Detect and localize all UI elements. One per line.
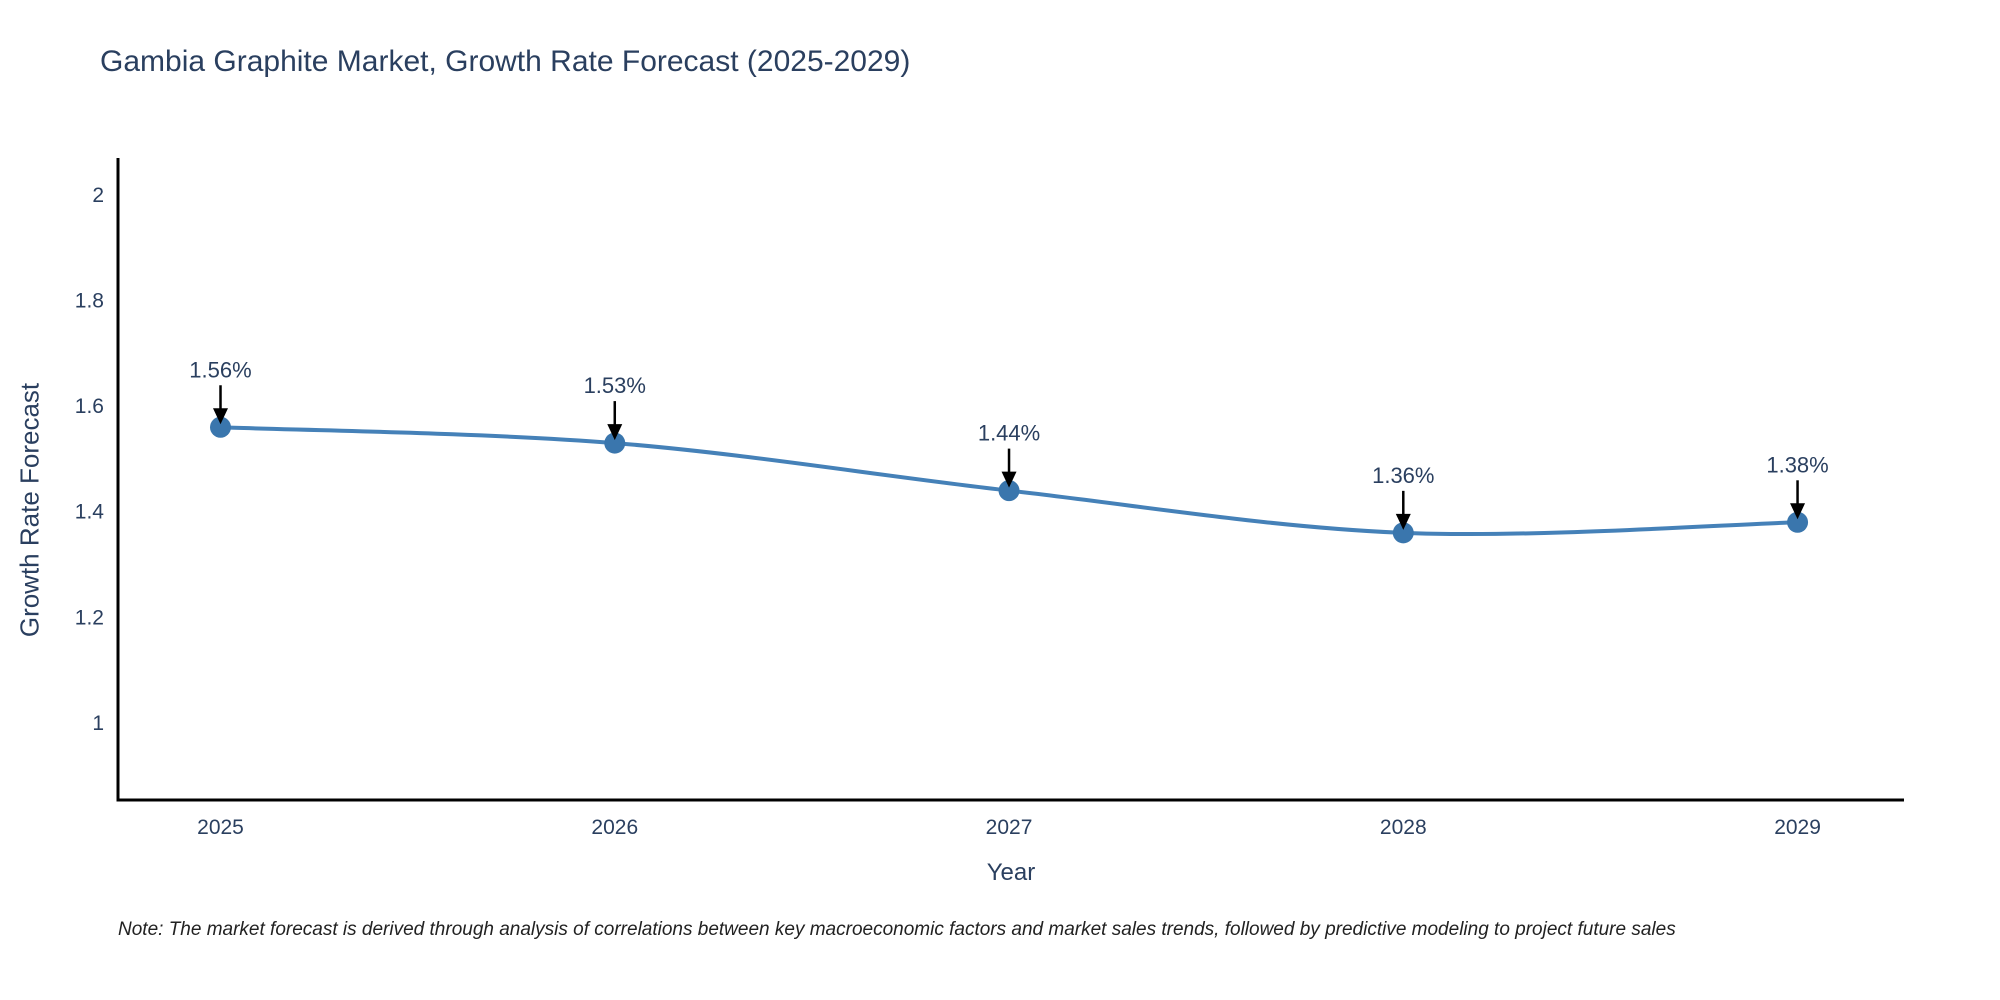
data-point[interactable] bbox=[998, 480, 1020, 502]
annotation-label: 1.53% bbox=[584, 373, 646, 398]
footnote: Note: The market forecast is derived thr… bbox=[118, 919, 1676, 940]
x-tick-label: 2029 bbox=[1774, 816, 1821, 839]
data-point[interactable] bbox=[604, 432, 626, 454]
chart-title: Gambia Graphite Market, Growth Rate Fore… bbox=[100, 45, 911, 78]
annotation-arrowhead bbox=[607, 424, 623, 441]
x-tick-label: 2027 bbox=[986, 816, 1033, 839]
y-tick-label: 1 bbox=[92, 712, 104, 735]
x-axis-title: Year bbox=[986, 859, 1036, 886]
x-tick-label: 2025 bbox=[197, 816, 244, 839]
data-point[interactable] bbox=[210, 416, 232, 438]
y-tick-label: 1.2 bbox=[75, 606, 104, 629]
y-tick-label: 1.8 bbox=[75, 290, 104, 313]
annotation-arrowhead bbox=[1395, 513, 1411, 530]
data-point[interactable] bbox=[1787, 511, 1809, 533]
annotation-arrowhead bbox=[1001, 471, 1017, 488]
x-tick-label: 2028 bbox=[1380, 816, 1427, 839]
y-tick-label: 2 bbox=[92, 184, 104, 207]
annotation-label: 1.44% bbox=[978, 421, 1040, 446]
annotation-arrowhead bbox=[1790, 503, 1806, 520]
y-tick-label: 1.6 bbox=[75, 395, 104, 418]
annotation-label: 1.56% bbox=[189, 357, 251, 382]
x-tick-label: 2026 bbox=[591, 816, 638, 839]
y-tick-label: 1.4 bbox=[75, 501, 105, 524]
annotation-label: 1.38% bbox=[1766, 452, 1828, 477]
annotation-label: 1.36% bbox=[1372, 463, 1434, 488]
annotation-arrowhead bbox=[213, 408, 229, 425]
data-point[interactable] bbox=[1392, 522, 1414, 544]
